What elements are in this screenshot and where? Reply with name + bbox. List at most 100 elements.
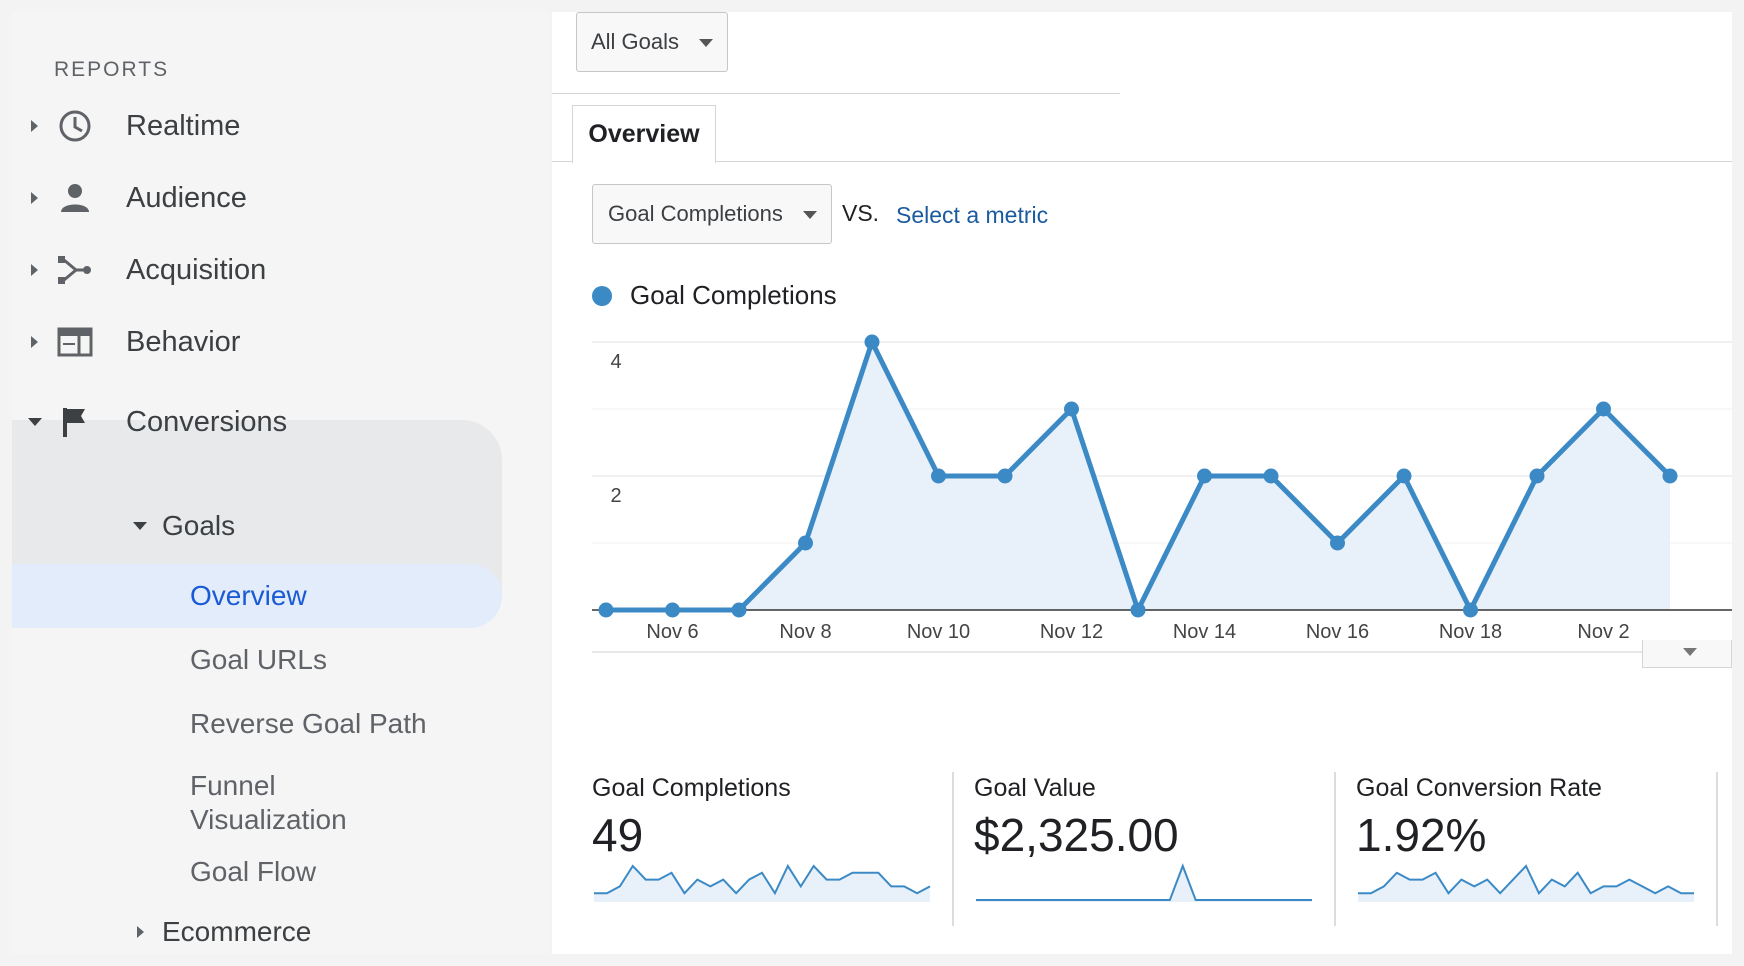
chart-legend: Goal Completions bbox=[592, 280, 837, 311]
sidebar-item-visualization[interactable]: Visualization bbox=[190, 804, 347, 835]
behavior-icon bbox=[55, 322, 95, 362]
sparkline-line bbox=[1358, 864, 1694, 895]
x-tick-label: Nov 2 bbox=[1577, 621, 1629, 643]
data-point bbox=[1396, 468, 1412, 484]
sidebar-item-label: Behavior bbox=[126, 325, 241, 358]
caret-right-icon bbox=[31, 120, 38, 132]
sparkline-area bbox=[976, 866, 1312, 902]
flag-icon bbox=[55, 402, 95, 442]
data-point bbox=[1330, 535, 1345, 551]
data-point bbox=[1064, 401, 1079, 417]
caret-right-icon bbox=[137, 926, 144, 938]
sidebar-item-label: Realtime bbox=[126, 109, 241, 142]
sparkline-line bbox=[594, 863, 931, 896]
person-icon bbox=[55, 178, 95, 218]
legend-label: Goal Completions bbox=[630, 280, 837, 310]
sidebar-item-goal-urls[interactable]: Goal URLs bbox=[190, 644, 327, 675]
sidebar-item-overview[interactable]: Overview bbox=[190, 580, 307, 611]
sidebar-item-goal-flow[interactable]: Goal Flow bbox=[190, 856, 317, 887]
divider bbox=[1716, 772, 1718, 926]
sidebar-nav: REPORTS Realtime Audience Acquisition Be… bbox=[12, 12, 550, 954]
sparkline-line bbox=[976, 863, 1312, 901]
y-tick-label: 4 bbox=[610, 351, 621, 373]
data-point bbox=[665, 602, 680, 618]
sidebar-item-goals[interactable]: Goals bbox=[130, 510, 235, 542]
data-point bbox=[1596, 401, 1611, 417]
data-point bbox=[997, 468, 1013, 484]
scorecard-goal-value[interactable]: Goal Value $2,325.00 bbox=[934, 752, 1316, 912]
data-point bbox=[864, 334, 880, 350]
data-point bbox=[1463, 602, 1478, 618]
overview-active-background bbox=[12, 564, 502, 628]
report-main: All Goals Overview Goal Completions VS. … bbox=[552, 12, 1732, 954]
sparkline bbox=[1358, 864, 1694, 902]
divider bbox=[1334, 772, 1336, 926]
data-point bbox=[798, 535, 813, 551]
chevron-down-icon bbox=[699, 39, 713, 47]
x-tick-label: Nov 10 bbox=[907, 621, 970, 643]
sidebar-item-label: Audience bbox=[126, 181, 247, 214]
y-tick-label: 2 bbox=[610, 485, 621, 507]
select-metric-link[interactable]: Select a metric bbox=[896, 202, 1049, 228]
x-tick-label: Nov 12 bbox=[1040, 621, 1103, 643]
data-point bbox=[1263, 468, 1279, 484]
scorecard-goal-completions[interactable]: Goal Completions 49 bbox=[552, 752, 934, 912]
x-tick-label: Nov 8 bbox=[779, 621, 831, 643]
scorecard-value: 1.92% bbox=[1356, 809, 1487, 861]
caret-right-icon bbox=[31, 336, 38, 348]
tab-divider bbox=[552, 161, 1732, 162]
chevron-down-icon bbox=[803, 211, 817, 219]
sidebar-item-realtime[interactable]: Realtime bbox=[12, 86, 502, 166]
sidebar-item-funnel[interactable]: Funnel bbox=[190, 770, 276, 801]
caret-right-icon bbox=[31, 192, 38, 204]
sidebar-item-audience[interactable]: Audience bbox=[12, 158, 502, 238]
vs-label: VS. bbox=[842, 200, 880, 226]
sidebar-item-label: Acquisition bbox=[126, 253, 267, 286]
reports-heading: REPORTS bbox=[54, 58, 170, 81]
series-area bbox=[606, 342, 1670, 610]
divider bbox=[952, 772, 954, 926]
sidebar-item-acquisition[interactable]: Acquisition bbox=[12, 230, 502, 310]
caret-down-icon bbox=[133, 522, 147, 530]
data-point bbox=[598, 602, 614, 618]
sidebar-item-conversions[interactable]: Conversions bbox=[12, 382, 502, 462]
acquisition-icon bbox=[55, 250, 95, 290]
caret-down-icon bbox=[28, 418, 42, 426]
clock-icon bbox=[55, 106, 95, 146]
metric-value: Goal Completions bbox=[608, 201, 783, 226]
data-point bbox=[1662, 468, 1678, 484]
data-point bbox=[731, 602, 747, 618]
x-tick-label: Nov 6 bbox=[646, 621, 698, 643]
sidebar-item-ecommerce[interactable]: Ecommerce bbox=[134, 916, 311, 948]
scorecards: Goal Completions 49 Goal Value $2,325.00… bbox=[552, 752, 1732, 932]
caret-right-icon bbox=[31, 264, 38, 276]
goal-completions-chart[interactable]: 4 2 Nov 6 Nov 8 Nov 10 Nov 12 Nov 14 Nov 16 Nov … bbox=[552, 312, 1732, 692]
sidebar-item-reverse-goal-path[interactable]: Reverse Goal Path bbox=[190, 708, 427, 739]
x-tick-label: Nov 16 bbox=[1306, 621, 1369, 643]
goals-label: Goals bbox=[162, 510, 236, 541]
sidebar-item-behavior[interactable]: Behavior bbox=[12, 302, 502, 382]
x-tick-label: Nov 14 bbox=[1173, 621, 1236, 643]
tab-overview[interactable]: Overview bbox=[572, 105, 716, 163]
ecommerce-label: Ecommerce bbox=[162, 916, 312, 947]
scorecard-value: 49 bbox=[592, 809, 644, 861]
sparkline bbox=[976, 863, 1312, 902]
sparkline-area bbox=[1358, 866, 1694, 902]
goal-filter-dropdown[interactable]: All Goals bbox=[576, 12, 728, 72]
sparkline-area bbox=[594, 866, 930, 902]
scorecard-label: Goal Conversion Rate bbox=[1356, 774, 1602, 802]
x-tick-label: Nov 18 bbox=[1439, 621, 1502, 643]
data-point bbox=[1130, 602, 1146, 618]
chart-collapse-toggle[interactable] bbox=[1642, 640, 1732, 668]
metric-dropdown[interactable]: Goal Completions bbox=[592, 184, 832, 244]
data-point bbox=[1197, 468, 1212, 484]
goal-filter-value: All Goals bbox=[591, 29, 680, 54]
scorecard-label: Goal Completions bbox=[592, 774, 791, 802]
scorecard-goal-conversion-rate[interactable]: Goal Conversion Rate 1.92% bbox=[1316, 752, 1698, 912]
scorecard-label: Goal Value bbox=[974, 774, 1096, 802]
chevron-down-icon bbox=[1683, 648, 1697, 656]
legend-dot bbox=[592, 285, 612, 306]
scorecard-value: $2,325.00 bbox=[974, 809, 1179, 861]
data-point bbox=[1529, 468, 1545, 484]
divider bbox=[552, 93, 1120, 94]
